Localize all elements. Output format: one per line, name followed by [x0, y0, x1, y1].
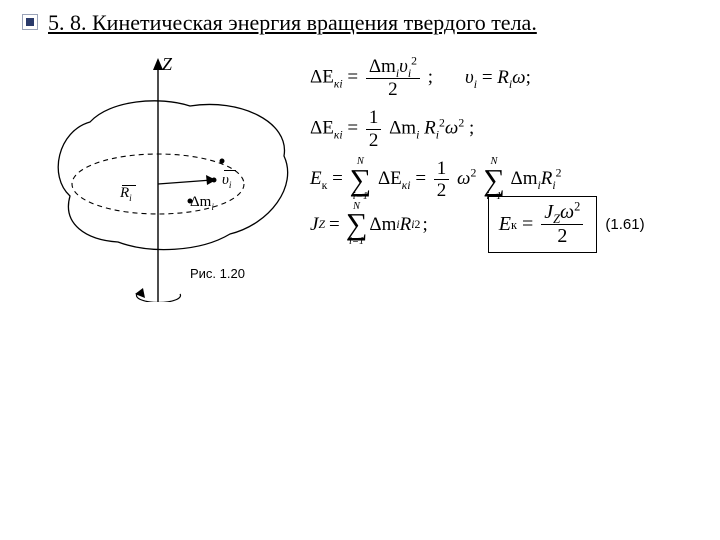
radius-label: Ri	[120, 185, 132, 202]
equation-4-and-5: JZ = N ∑ i=1 ΔmiRi2 ; Eк = JZω2 2 (1.61)	[310, 196, 645, 253]
mass-element-label: Δmi	[190, 194, 214, 211]
diagram-svg	[40, 56, 300, 302]
slide-bullet-decor	[22, 14, 38, 30]
figure-caption: Рис. 1.20	[190, 266, 245, 281]
z-axis-label: Z	[162, 54, 172, 75]
figure-1-20: Z Ri υi Δmi Рис. 1.20	[40, 56, 300, 296]
equation-1: ΔEкi = Δmiυi2 2 ; υi = Riω;	[310, 56, 690, 101]
velocity-label: υi	[222, 172, 231, 189]
equation-number: (1.61)	[605, 216, 644, 233]
equation-5-boxed: Eк = JZω2 2	[488, 196, 598, 253]
equation-4: JZ = N ∑ i=1 ΔmiRi2 ;	[310, 202, 428, 247]
formula-block: ΔEкi = Δmiυi2 2 ; υi = Riω; ΔEкi = 1 2 Δ…	[310, 56, 690, 209]
section-title: 5. 8. Кинетическая энергия вращения твер…	[48, 10, 537, 36]
equation-2: ΔEкi = 1 2 Δmi Ri2ω2 ;	[310, 107, 690, 152]
